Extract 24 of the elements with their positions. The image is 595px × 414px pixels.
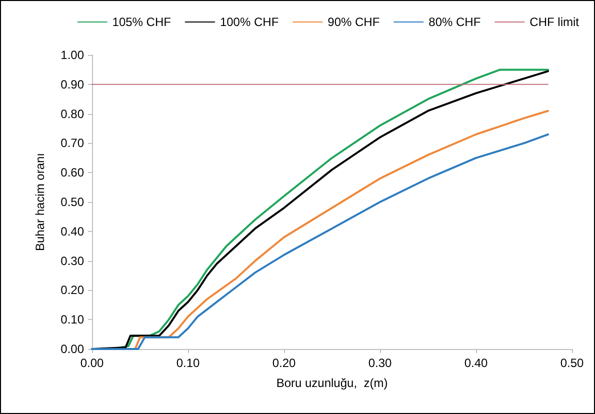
x-tick-label: 0.30: [368, 356, 392, 370]
legend-label: CHF limit: [530, 15, 580, 29]
y-tick-label: 0.80: [60, 106, 84, 121]
y-tick-label: 0.40: [60, 224, 84, 238]
x-tick-label: 0.50: [560, 356, 584, 370]
y-tick-label: 0.20: [60, 283, 84, 298]
legend-label: 90% CHF: [328, 15, 380, 29]
x-tick-label: 0.20: [272, 356, 296, 370]
legend-label: 100% CHF: [220, 15, 279, 29]
x-tick-label: 0.00: [80, 356, 104, 370]
x-axis-title: Boru uzunluğu, z(m): [276, 376, 388, 390]
legend-label: 80% CHF: [428, 15, 481, 29]
y-tick-label: 0.10: [60, 312, 84, 327]
x-tick-label: 0.40: [464, 356, 488, 370]
y-tick-label: 0.70: [60, 136, 84, 150]
y-tick-label: 0.50: [60, 195, 84, 209]
y-tick-label: 0.90: [60, 77, 84, 92]
y-tick-label: 0.00: [60, 342, 84, 356]
y-axis-title: Buhar hacim oranı: [33, 152, 47, 252]
legend-label: 105% CHF: [112, 15, 171, 29]
y-tick-label: 1.00: [60, 48, 84, 62]
y-tick-label: 0.60: [60, 166, 84, 180]
x-tick-label: 0.10: [176, 356, 200, 370]
y-tick-label: 0.30: [60, 254, 84, 268]
